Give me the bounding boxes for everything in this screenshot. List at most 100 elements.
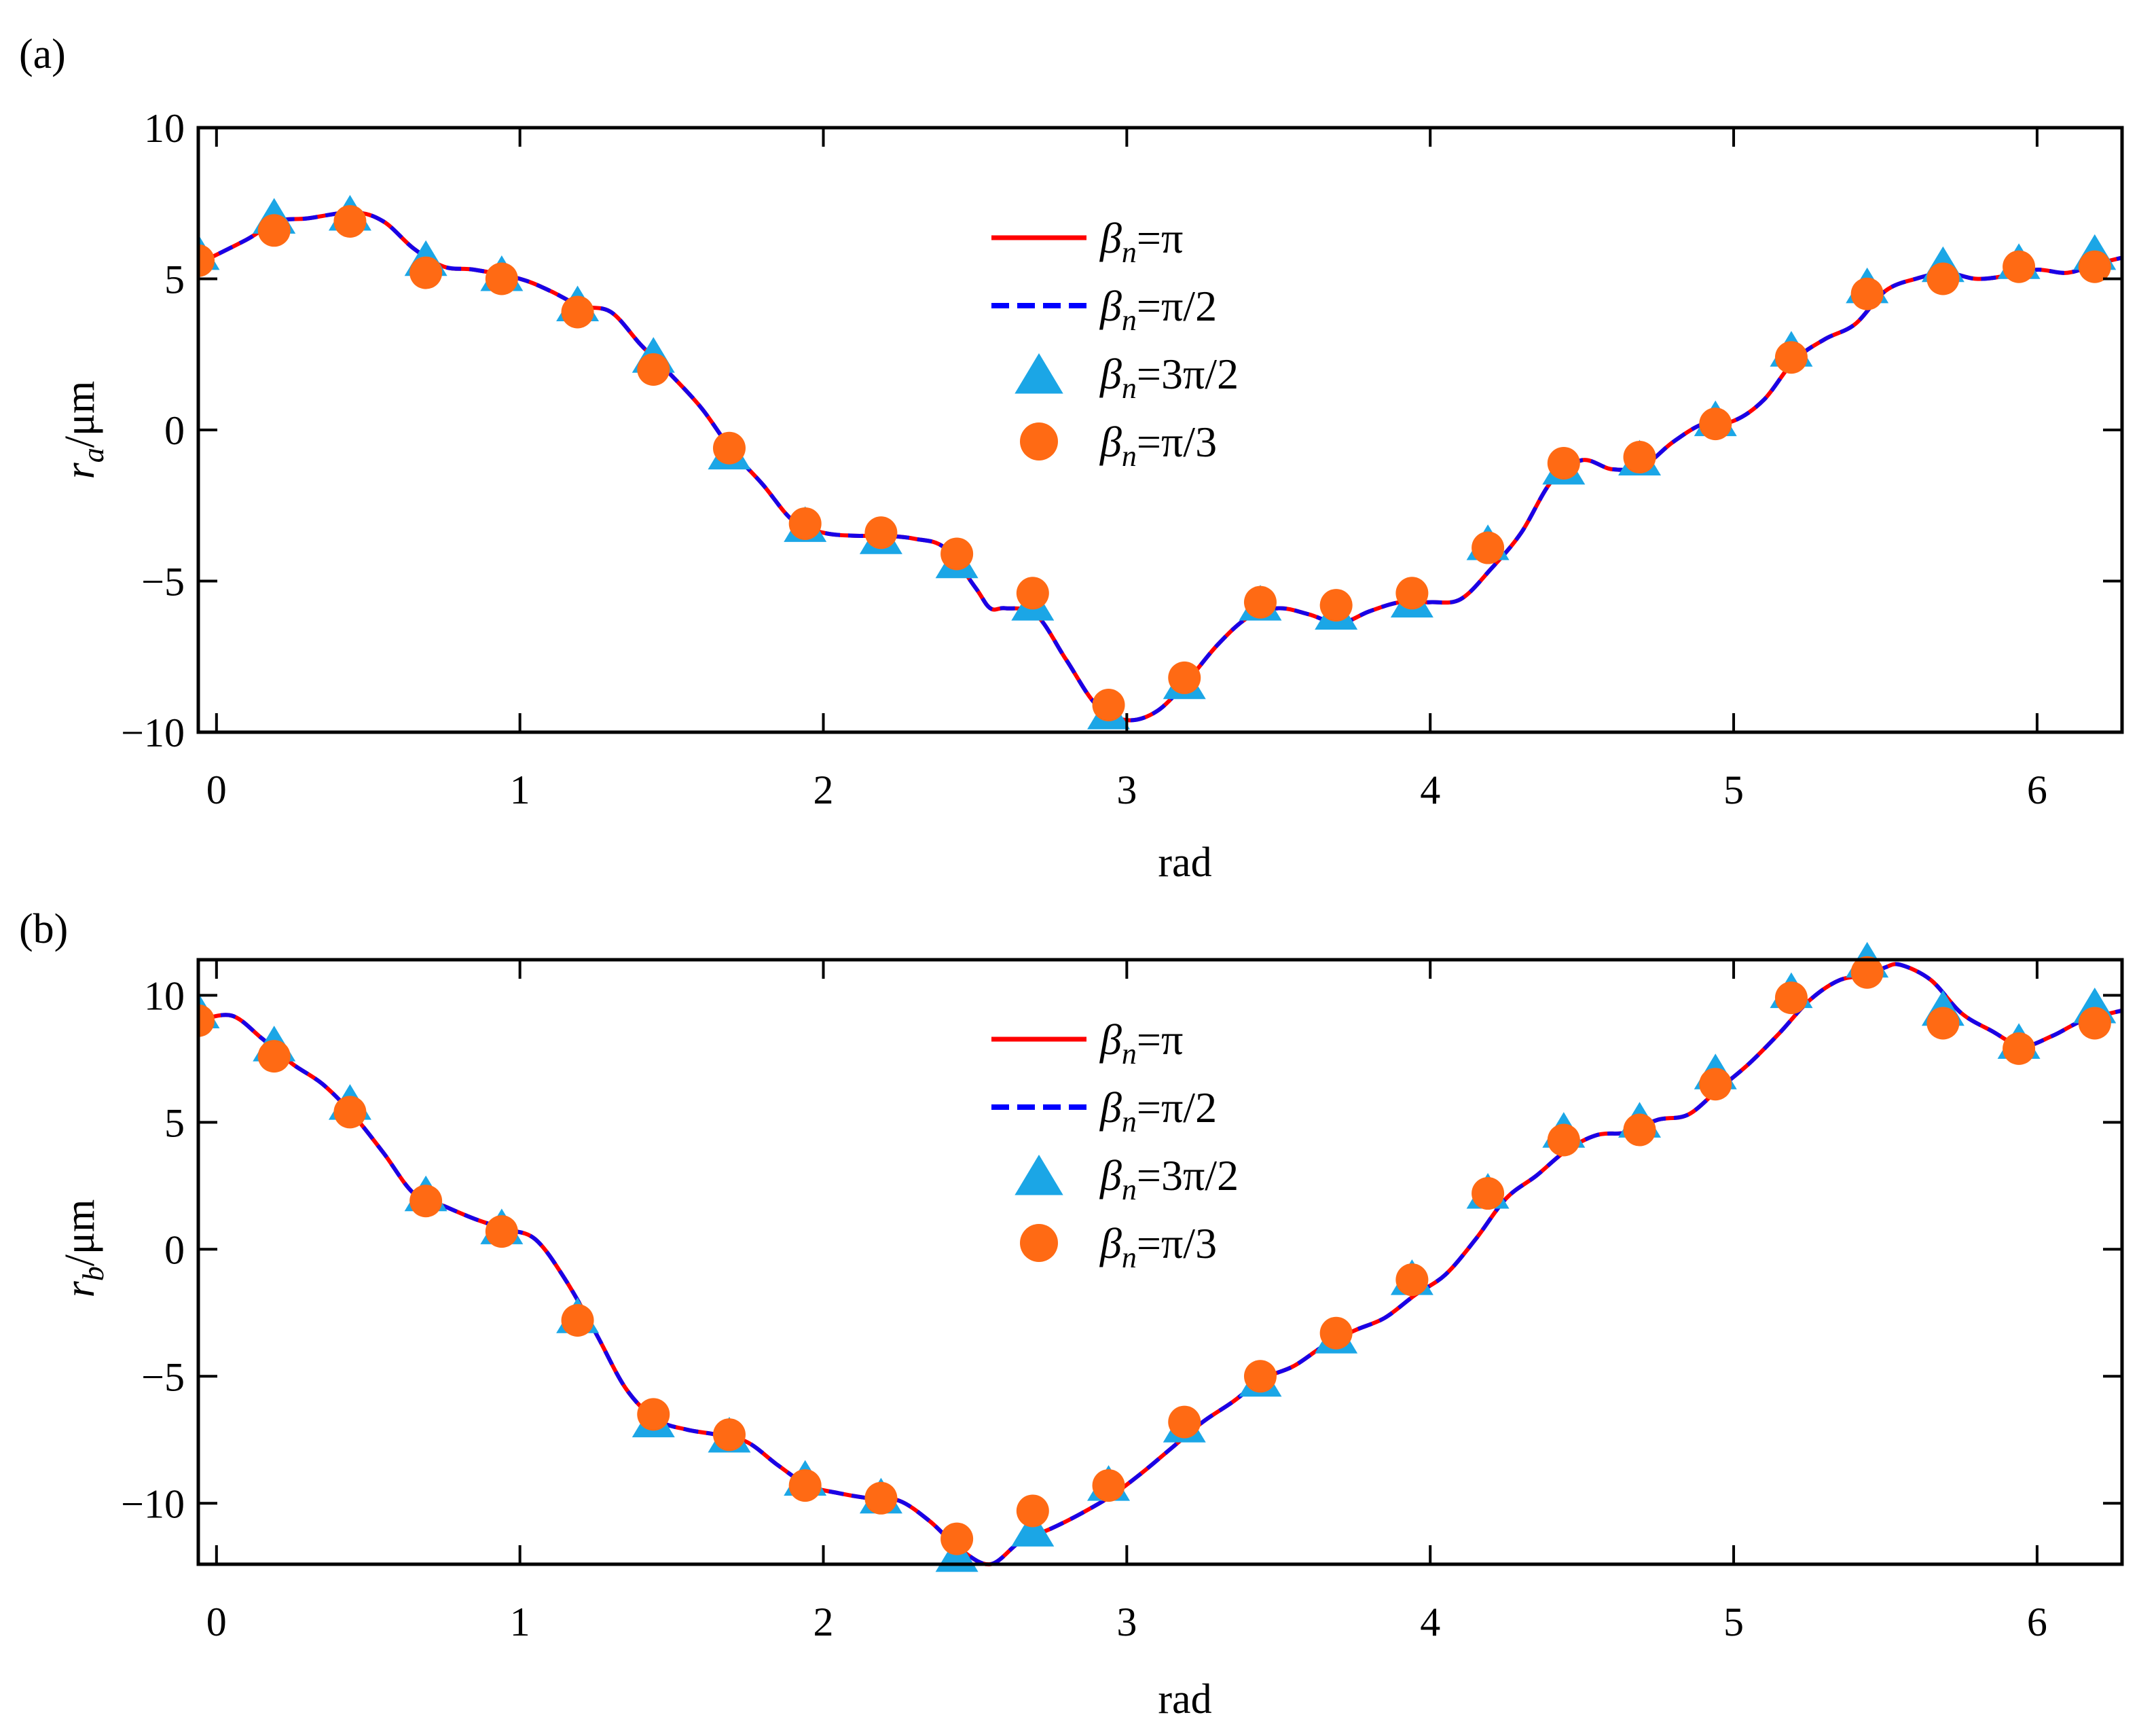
panel-b-x-tick-label: 1 (510, 1600, 530, 1644)
panel-a-circle-marker (1774, 341, 1808, 374)
panel-b-x-tick-label: 2 (814, 1600, 834, 1644)
panel-a-plot-area (198, 195, 2123, 729)
panel-b-x-tick-label: 0 (206, 1600, 227, 1644)
panel-b-axes-frame (196, 958, 2124, 1566)
panel-a-y-tick-label: −10 (121, 710, 185, 755)
panel-b-y-tick-label: −5 (141, 1354, 185, 1399)
panel-a-y-tick-label: 10 (144, 106, 185, 151)
panel-a-legend-triangle-swatch (1015, 353, 1063, 394)
panel-b-legend-circle-swatch (1020, 1224, 1058, 1262)
panel-b-circle-marker (409, 1185, 443, 1218)
panel-a-x-tick-label: 3 (1116, 768, 1137, 812)
panel-a-y-axis-subscript: a (77, 448, 110, 463)
panel-a-circle-marker (712, 431, 746, 465)
panel-a-circle-marker (2078, 250, 2111, 283)
panel-b-circle-marker (257, 1040, 291, 1073)
panel-b-circle-marker (1472, 1177, 1505, 1210)
panel-b-circle-marker (788, 1469, 822, 1502)
panel-a-circle-marker (1699, 408, 1732, 441)
panel-b-circle-marker (864, 1481, 898, 1515)
panel-a-circle-marker (1926, 262, 1960, 295)
panel-b-legend-label: βn=π/2 (1099, 1083, 1217, 1138)
panel-a-y-tick-label: 0 (164, 408, 185, 453)
panel-b-circle-marker (1623, 1113, 1656, 1147)
panel-b-legend-entry: βn=π/2 (991, 1083, 1217, 1138)
panel-b-plot-area (198, 941, 2123, 1572)
panel-a-circle-marker (864, 516, 898, 549)
panel-a-ticks: 0 1 2 3 4 5 6 −10 −5 0 5 10 (121, 106, 2122, 812)
panel-a-x-tick-label: 6 (2027, 768, 2047, 812)
panel-a-circle-marker (257, 214, 291, 247)
panel-a-x-axis-title: rad (1158, 840, 1211, 886)
panel-b-circle-marker (2003, 1032, 2036, 1065)
panel-a-y-axis-symbol: r (57, 462, 103, 479)
panel-a-legend-entry: βn=π/3 (1020, 418, 1217, 473)
panel-b-circle-marker (1319, 1316, 1353, 1350)
panel-a-circle-marker (1623, 441, 1656, 474)
panel-a-circle-marker (1472, 531, 1505, 564)
panel-a-circle-marker (1016, 577, 1049, 610)
panel-a-circle-marker (2003, 250, 2036, 283)
panel-b-legend-label: βn=π/3 (1099, 1219, 1217, 1274)
panel-a-legend-label: βn=π/2 (1099, 282, 1217, 337)
panel-b-y-axis-symbol: r (57, 1280, 103, 1297)
panel-a-x-tick-label: 5 (1723, 768, 1744, 812)
panel-b-circle-marker (333, 1096, 367, 1129)
panel-b-circle-marker (561, 1304, 594, 1337)
panel-a-label: (a) (19, 31, 66, 77)
panel-a-circle-marker (485, 262, 518, 295)
panel-b-x-tick-label: 6 (2027, 1600, 2047, 1644)
panel-b-y-axis-title: rb/μm (57, 1199, 110, 1298)
panel-a-x-tick-label: 2 (814, 768, 834, 812)
panel-a-legend-entry: βn=3π/2 (1015, 350, 1239, 405)
panel-b-circle-marker (1774, 981, 1808, 1015)
panel-b-x-tick-label: 4 (1420, 1600, 1440, 1644)
panel-b-circle-marker (1850, 956, 1884, 989)
panel-b-circle-marker (712, 1418, 746, 1451)
panel-a-circle-marker (1547, 446, 1580, 480)
panel-a-y-axis-title: ra/μm (57, 381, 110, 480)
panel-b-ticks: 0 1 2 3 4 5 6 −10 −5 0 5 10 (121, 960, 2122, 1644)
panel-a-legend-entry: βn=π (991, 214, 1183, 269)
panel-a-circle-marker (561, 295, 594, 329)
panel-b-circle-marker (1395, 1263, 1429, 1297)
panel-a-circle-marker (1395, 577, 1429, 610)
panel-b-legend-entry: βn=π (991, 1015, 1183, 1070)
panel-a-legend-label: βn=3π/2 (1099, 350, 1239, 405)
panel-a-circle-marker (940, 537, 974, 571)
panel-b-y-tick-label: 0 (164, 1227, 185, 1272)
panel-b: (b) 0 1 2 3 4 5 6 −10 −5 0 5 10 rad rb/μm βn=π βn=π/… (19, 906, 2124, 1722)
panel-b-circle-marker (637, 1398, 670, 1431)
panel-a-circle-marker (1243, 585, 1277, 619)
panel-b-circle-marker (940, 1522, 974, 1555)
panel-b-y-axis-subscript: b (77, 1266, 110, 1281)
panel-a-legend-circle-swatch (1020, 422, 1058, 461)
panel-a-circle-marker (333, 204, 367, 238)
panel-b-circle-marker (1699, 1068, 1732, 1101)
panel-b-x-axis-title: rad (1158, 1676, 1211, 1722)
panel-a-y-axis-unit: /μm (57, 381, 103, 448)
panel-b-circle-marker (1926, 1007, 1960, 1040)
panel-a-circle-marker (1168, 661, 1201, 694)
panel-b-legend: βn=π βn=π/2 βn=3π/2 βn=π/3 (991, 1015, 1239, 1274)
panel-b-circle-marker (485, 1215, 518, 1248)
panel-b-legend-entry: βn=π/3 (1020, 1219, 1217, 1274)
panel-b-legend-triangle-swatch (1015, 1155, 1063, 1195)
panel-b-curve-beta-pi-over-2 (198, 962, 2123, 1567)
panel-a-circle-marker (1850, 277, 1884, 310)
panel-a-circle-marker (788, 507, 822, 540)
panel-a-legend: βn=π βn=π/2 βn=3π/2 βn=π/3 (991, 214, 1239, 473)
panel-a-circle-marker (1319, 589, 1353, 622)
panel-a-circle-marker (1092, 688, 1125, 721)
panel-a-legend-label: βn=π/3 (1099, 418, 1217, 473)
panel-b-legend-label: βn=π (1099, 1015, 1183, 1070)
panel-b-y-tick-label: 5 (164, 1100, 185, 1145)
panel-b-legend-label: βn=3π/2 (1099, 1151, 1239, 1206)
panel-b-legend-entry: βn=3π/2 (1015, 1151, 1239, 1206)
panel-b-triangle-marker (1011, 1511, 1055, 1547)
panel-a: (a) 0 1 2 3 4 5 6 −10 −5 0 5 10 rad ra/μm βn=π βn=π/… (19, 31, 2124, 886)
panel-a-circle-marker (637, 353, 670, 386)
panel-b-x-tick-label: 3 (1116, 1600, 1137, 1644)
panel-a-x-tick-label: 1 (510, 768, 530, 812)
